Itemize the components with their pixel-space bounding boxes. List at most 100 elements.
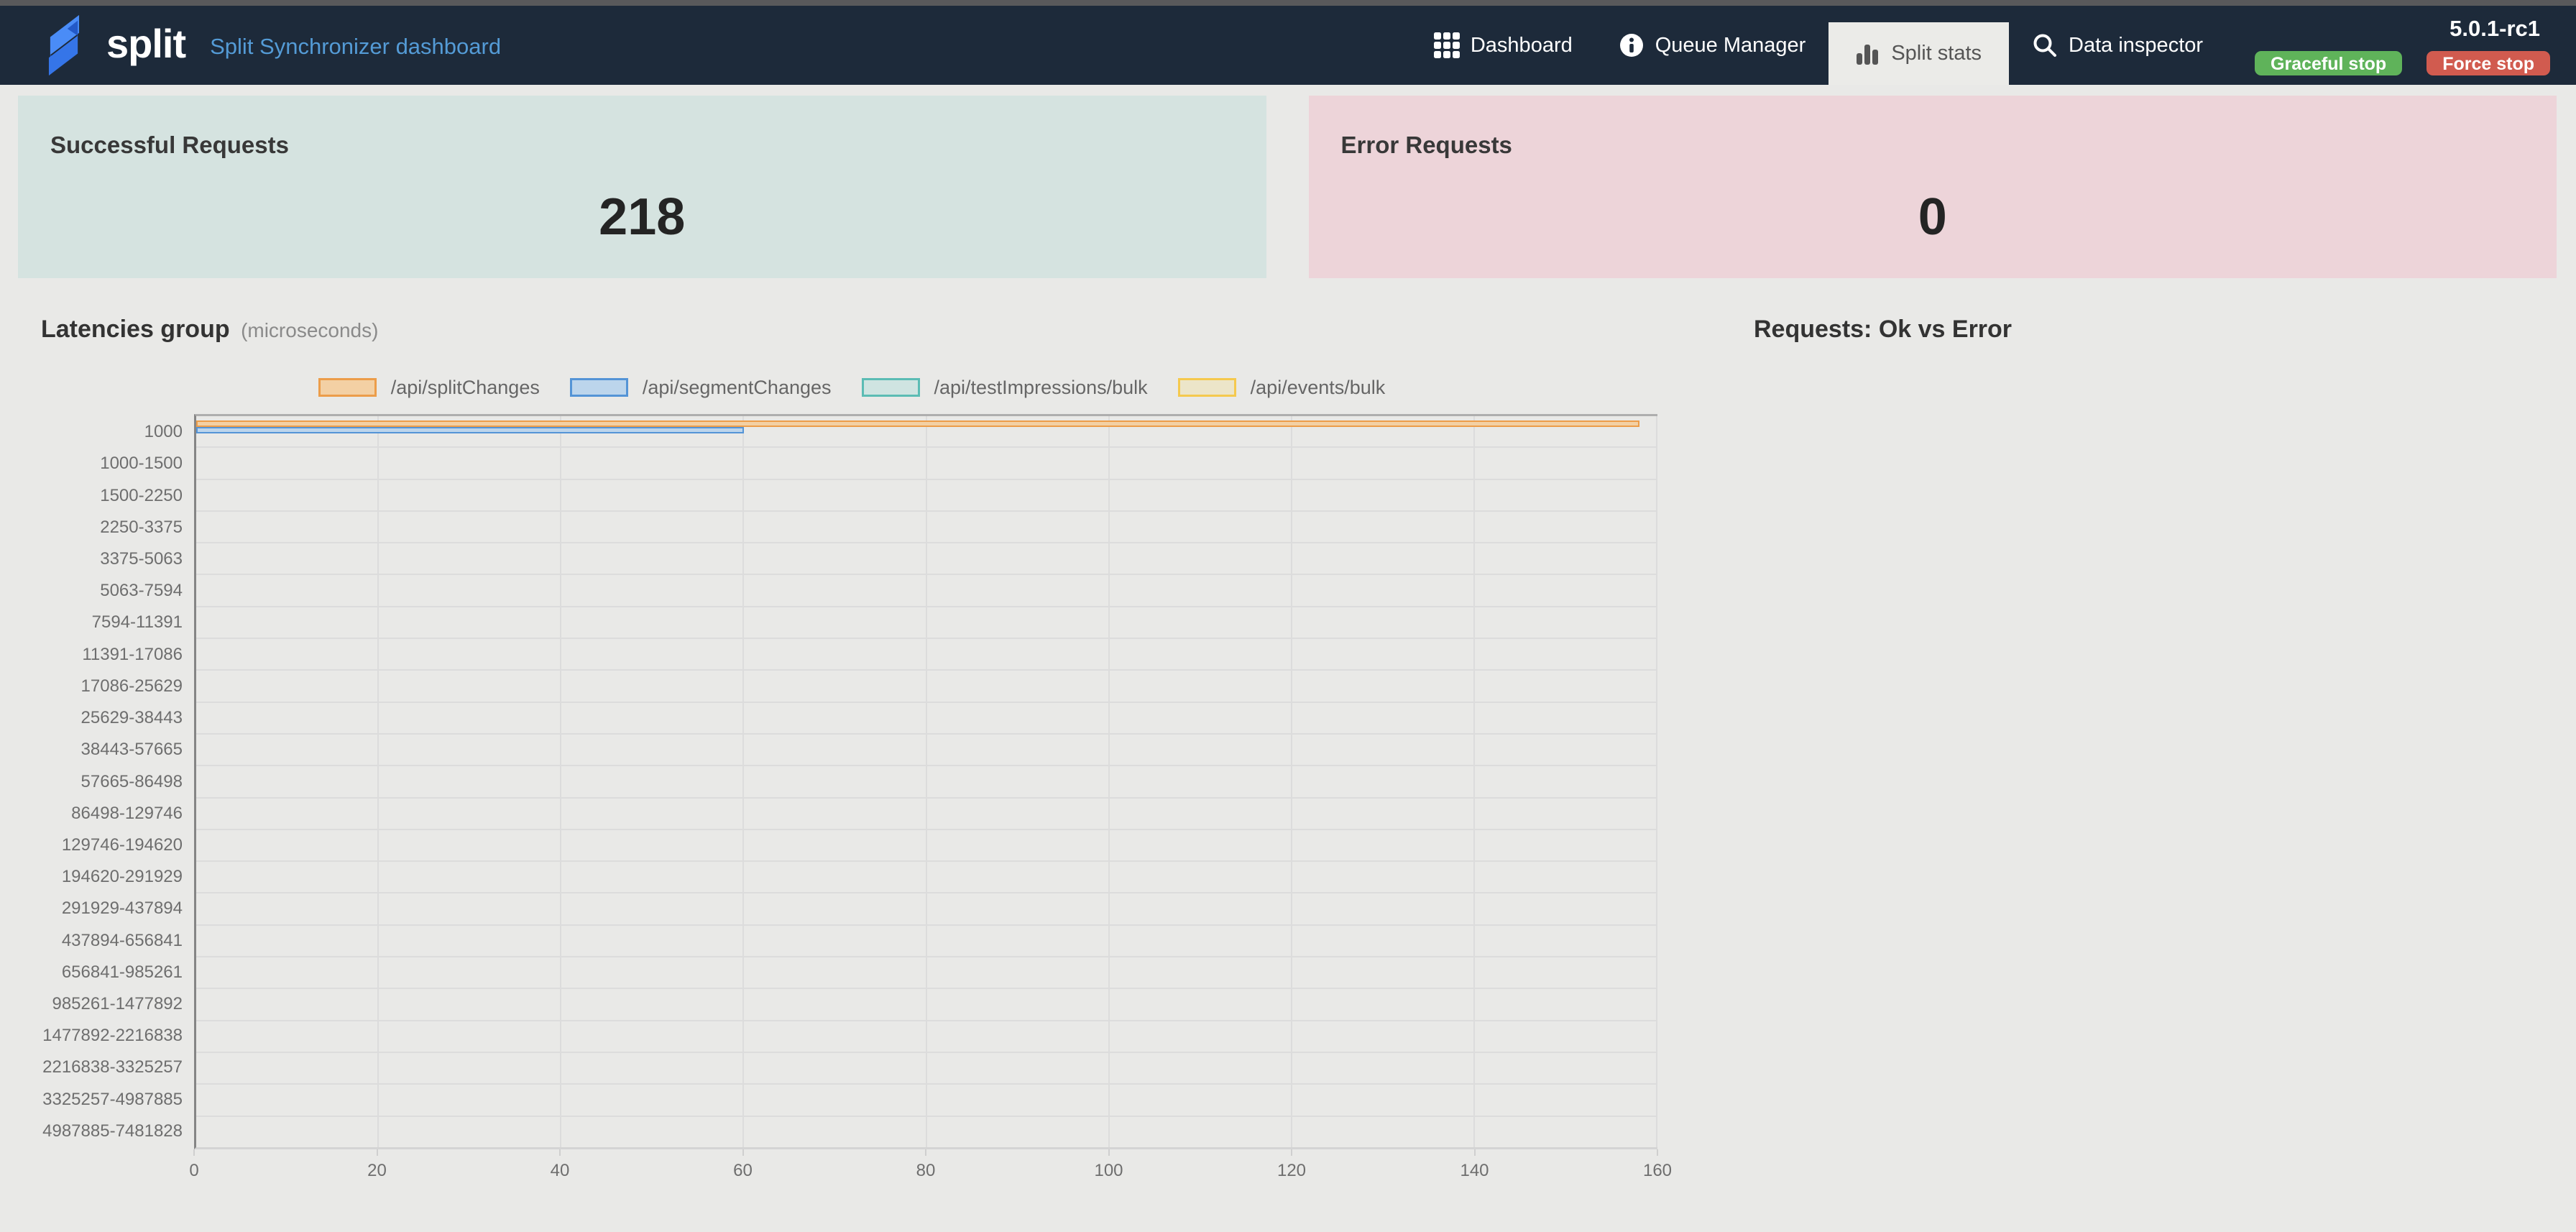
nav-item-dashboard[interactable]: Dashboard (1411, 6, 1596, 85)
bar-chart-icon (1856, 42, 1880, 66)
y-axis-label: 2216838-3325257 (42, 1057, 183, 1077)
y-axis-label: 1500-2250 (100, 485, 183, 505)
page-title: Split Synchronizer dashboard (210, 34, 502, 59)
nav-item-label: Dashboard (1470, 33, 1573, 57)
x-tick-mark (1473, 1149, 1476, 1156)
legend-label: /api/events/bulk (1250, 376, 1386, 398)
legend-item[interactable]: /api/events/bulk (1177, 376, 1386, 399)
gridline (742, 416, 745, 1147)
info-icon (1619, 32, 1644, 58)
chart-row (196, 448, 1657, 480)
chart-plot-area (194, 414, 1657, 1149)
y-axis-label: 2250-3375 (100, 517, 183, 537)
successful-requests-card: Successful Requests 218 (18, 96, 1266, 278)
chart-legend: /api/splitChanges/api/segmentChanges/api… (0, 375, 1703, 400)
x-tick-mark (742, 1149, 744, 1156)
x-axis-label: 80 (916, 1161, 936, 1180)
chart-row (196, 1021, 1657, 1053)
y-axis-label: 86498-129746 (71, 803, 183, 823)
chart-row (196, 989, 1657, 1021)
nav-actions: 5.0.1-rc1 Graceful stop Force stop (2226, 6, 2576, 85)
chart-row (196, 575, 1657, 607)
x-tick-mark (376, 1149, 378, 1156)
y-axis-label: 291929-437894 (61, 898, 183, 919)
latencies-subtitle: (microseconds) (241, 319, 379, 341)
legend-item[interactable]: /api/splitChanges (318, 377, 540, 399)
chart-row (196, 799, 1657, 830)
x-axis-label: 100 (1094, 1161, 1123, 1180)
gridline (1473, 416, 1475, 1147)
gridline (1290, 416, 1292, 1147)
stat-cards-row: Successful Requests 218 Error Requests 0 (18, 96, 2557, 278)
error-requests-value: 0 (1918, 188, 1947, 246)
y-axis-label: 1000-1500 (100, 454, 183, 474)
y-axis-label: 17086-25629 (80, 676, 183, 696)
nav-item-label: Queue Manager (1655, 33, 1806, 57)
error-requests-card: Error Requests 0 (1308, 96, 2557, 278)
brand-group[interactable]: split Split Synchronizer dashboard (37, 6, 501, 85)
nav-item-data-inspector[interactable]: Data inspector (2009, 6, 2226, 85)
successful-requests-title: Successful Requests (50, 132, 289, 158)
nav-item-queue-manager[interactable]: Queue Manager (1596, 6, 1829, 85)
x-axis-label: 140 (1460, 1161, 1489, 1180)
latency-chart: 1000 1000-1500 1500-2250 2250-3375 3375-5063… (0, 414, 1703, 1187)
chart-row (196, 1085, 1657, 1117)
chart-row (196, 1053, 1657, 1085)
force-stop-button[interactable]: Force stop (2426, 50, 2550, 75)
gridline (925, 416, 927, 1147)
nav-spacer (501, 6, 1411, 85)
legend-label: /api/segmentChanges (642, 376, 832, 398)
window-top-edge (0, 0, 2576, 6)
x-axis-label: 60 (733, 1161, 753, 1180)
brand-wordmark: split (106, 20, 186, 66)
x-axis-label: 160 (1642, 1161, 1673, 1180)
x-axis: 0 20 40 60 80 100 120 140 160 (189, 1149, 1672, 1187)
chart-row (196, 766, 1657, 799)
y-axis-labels: 1000 1000-1500 1500-2250 2250-3375 3375-5063… (0, 416, 194, 1147)
chart-row (196, 830, 1657, 863)
chart-row (196, 480, 1657, 512)
latencies-title: Latencies group (microseconds) (41, 316, 1703, 344)
x-tick-mark (559, 1149, 561, 1156)
x-tick-mark (193, 1149, 195, 1156)
latency-bar (196, 427, 745, 433)
legend-item[interactable]: /api/testImpressions/bulk (861, 376, 1148, 399)
gridline (1108, 416, 1110, 1147)
chart-row (196, 862, 1657, 894)
nav-menu: Dashboard Queue Manager Split stats Data in… (1411, 6, 2226, 85)
latencies-title-text: Latencies group (41, 316, 230, 343)
y-axis-label: 25629-38443 (80, 708, 183, 728)
y-axis-label: 4987885-7481828 (42, 1121, 183, 1141)
chart-row (196, 512, 1657, 544)
stop-buttons: Graceful stop Force stop (2255, 50, 2550, 75)
legend-swatch (569, 378, 628, 397)
chart-row (196, 639, 1657, 671)
graceful-stop-button[interactable]: Graceful stop (2255, 50, 2403, 75)
gridline (377, 416, 380, 1147)
legend-swatch (1177, 378, 1236, 397)
x-axis-label: 120 (1276, 1161, 1307, 1180)
navbar: split Split Synchronizer dashboard Dashb… (0, 6, 2576, 85)
chart-row (196, 1117, 1657, 1147)
legend-label: /api/testImpressions/bulk (934, 376, 1148, 398)
error-requests-title: Error Requests (1340, 132, 1512, 158)
split-logo-icon (48, 14, 80, 76)
x-axis-label: 20 (367, 1161, 387, 1180)
y-axis-label: 129746-194620 (61, 835, 183, 855)
legend-label: /api/splitChanges (390, 376, 540, 398)
nav-item-split-stats[interactable]: Split stats (1828, 22, 2010, 85)
x-axis-label: 0 (189, 1161, 199, 1180)
y-axis-label: 11391-17086 (82, 644, 183, 664)
legend-item[interactable]: /api/segmentChanges (569, 376, 832, 399)
requests-section: Requests: Ok vs Error (1703, 278, 2576, 344)
chart-row (196, 735, 1657, 767)
x-tick-mark (925, 1149, 926, 1156)
chart-row (196, 671, 1657, 703)
chart-row (196, 957, 1657, 990)
search-icon (2032, 32, 2058, 58)
x-tick-mark (1108, 1149, 1110, 1156)
nav-item-label: Split stats (1891, 42, 1982, 65)
y-axis-label: 5063-7594 (100, 581, 183, 601)
latencies-section: Latencies group (microseconds) /api/spli… (0, 278, 1703, 1187)
y-axis-label: 437894-656841 (61, 930, 183, 950)
